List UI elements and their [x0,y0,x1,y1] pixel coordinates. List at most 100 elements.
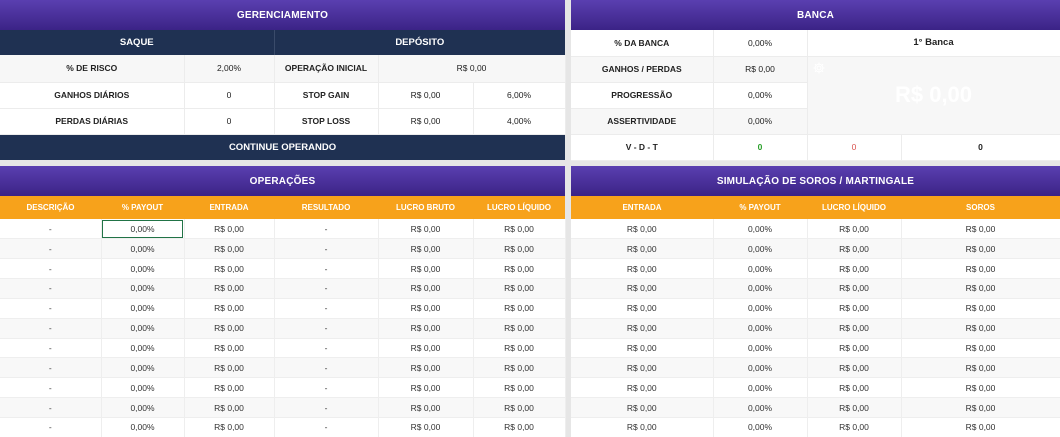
sim-lucro-liquido-cell[interactable]: R$ 0,00 [807,258,902,280]
sim-payout-cell[interactable]: 0,00% [713,338,808,359]
lucro-bruto-cell[interactable]: R$ 0,00 [378,357,474,379]
lucro-liquido-cell[interactable]: R$ 0,00 [473,417,566,437]
sim-payout-cell[interactable]: 0,00% [713,258,808,280]
descricao-cell[interactable]: - [0,338,102,359]
payout-cell[interactable]: 0,00% [101,377,185,399]
lucro-liquido-cell[interactable]: R$ 0,00 [473,338,566,359]
lucro-bruto-cell[interactable]: R$ 0,00 [378,238,474,260]
resultado-cell[interactable]: - [274,258,379,280]
sim-entrada-cell[interactable]: R$ 0,00 [571,417,714,437]
resultado-cell[interactable]: - [274,278,379,299]
entrada-cell[interactable]: R$ 0,00 [184,397,275,418]
descricao-cell[interactable]: - [0,318,102,339]
lucro-bruto-cell[interactable]: R$ 0,00 [378,298,474,319]
stop-loss-pct[interactable]: 4,00% [473,108,566,135]
descricao-cell[interactable]: - [0,298,102,319]
op-inicial-value[interactable]: R$ 0,00 [378,55,566,83]
descricao-cell[interactable]: - [0,397,102,418]
perdas-diarias-value[interactable]: 0 [184,108,275,135]
sim-lucro-liquido-cell[interactable]: R$ 0,00 [807,357,902,379]
entrada-cell[interactable]: R$ 0,00 [184,338,275,359]
sim-payout-cell[interactable]: 0,00% [713,278,808,299]
lucro-bruto-cell[interactable]: R$ 0,00 [378,397,474,418]
resultado-cell[interactable]: - [274,357,379,379]
payout-cell[interactable]: 0,00% [101,238,185,260]
sim-lucro-liquido-cell[interactable]: R$ 0,00 [807,377,902,399]
sim-entrada-cell[interactable]: R$ 0,00 [571,238,714,260]
entrada-cell[interactable]: R$ 0,00 [184,357,275,379]
resultado-cell[interactable]: - [274,298,379,319]
lucro-bruto-cell[interactable]: R$ 0,00 [378,219,474,240]
payout-cell[interactable]: 0,00% [101,338,185,359]
lucro-liquido-cell[interactable]: R$ 0,00 [473,219,566,240]
sim-lucro-liquido-cell[interactable]: R$ 0,00 [807,318,902,339]
sim-soros-cell[interactable]: R$ 0,00 [901,258,1060,280]
sim-soros-cell[interactable]: R$ 0,00 [901,298,1060,319]
sim-payout-cell[interactable]: 0,00% [713,238,808,260]
entrada-cell[interactable]: R$ 0,00 [184,298,275,319]
sim-payout-cell[interactable]: 0,00% [713,377,808,399]
resultado-cell[interactable]: - [274,338,379,359]
sim-entrada-cell[interactable]: R$ 0,00 [571,397,714,418]
sim-lucro-liquido-cell[interactable]: R$ 0,00 [807,338,902,359]
sim-lucro-liquido-cell[interactable]: R$ 0,00 [807,219,902,240]
payout-cell[interactable]: 0,00% [101,357,185,379]
sim-lucro-liquido-cell[interactable]: R$ 0,00 [807,238,902,260]
descricao-cell[interactable]: - [0,278,102,299]
entrada-cell[interactable]: R$ 0,00 [184,318,275,339]
stop-gain-pct[interactable]: 6,00% [473,82,566,109]
payout-cell[interactable]: 0,00% [101,397,185,418]
payout-cell[interactable]: 0,00% [101,258,185,280]
sim-entrada-cell[interactable]: R$ 0,00 [571,219,714,240]
resultado-cell[interactable]: - [274,397,379,418]
sim-soros-cell[interactable]: R$ 0,00 [901,417,1060,437]
sim-entrada-cell[interactable]: R$ 0,00 [571,298,714,319]
payout-cell[interactable]: 0,00% [101,298,185,319]
lucro-bruto-cell[interactable]: R$ 0,00 [378,417,474,437]
sim-lucro-liquido-cell[interactable]: R$ 0,00 [807,278,902,299]
sim-soros-cell[interactable]: R$ 0,00 [901,397,1060,418]
gear-icon[interactable] [812,61,826,75]
payout-cell[interactable]: 0,00% [101,417,185,437]
lucro-liquido-cell[interactable]: R$ 0,00 [473,258,566,280]
sim-lucro-liquido-cell[interactable]: R$ 0,00 [807,417,902,437]
resultado-cell[interactable]: - [274,417,379,437]
descricao-cell[interactable]: - [0,377,102,399]
sim-entrada-cell[interactable]: R$ 0,00 [571,338,714,359]
sim-soros-cell[interactable]: R$ 0,00 [901,338,1060,359]
sim-payout-cell[interactable]: 0,00% [713,318,808,339]
sim-soros-cell[interactable]: R$ 0,00 [901,377,1060,399]
lucro-bruto-cell[interactable]: R$ 0,00 [378,258,474,280]
sim-payout-cell[interactable]: 0,00% [713,397,808,418]
descricao-cell[interactable]: - [0,417,102,437]
sim-payout-cell[interactable]: 0,00% [713,219,808,240]
payout-cell[interactable]: 0,00% [101,219,185,240]
entrada-cell[interactable]: R$ 0,00 [184,417,275,437]
sim-payout-cell[interactable]: 0,00% [713,417,808,437]
sim-soros-cell[interactable]: R$ 0,00 [901,278,1060,299]
lucro-liquido-cell[interactable]: R$ 0,00 [473,278,566,299]
sim-soros-cell[interactable]: R$ 0,00 [901,318,1060,339]
lucro-bruto-cell[interactable]: R$ 0,00 [378,278,474,299]
descricao-cell[interactable]: - [0,357,102,379]
sim-payout-cell[interactable]: 0,00% [713,357,808,379]
resultado-cell[interactable]: - [274,219,379,240]
sim-soros-cell[interactable]: R$ 0,00 [901,219,1060,240]
lucro-liquido-cell[interactable]: R$ 0,00 [473,357,566,379]
sim-payout-cell[interactable]: 0,00% [713,298,808,319]
entrada-cell[interactable]: R$ 0,00 [184,278,275,299]
resultado-cell[interactable]: - [274,377,379,399]
lucro-liquido-cell[interactable]: R$ 0,00 [473,298,566,319]
ganhos-diarios-value[interactable]: 0 [184,82,275,109]
lucro-liquido-cell[interactable]: R$ 0,00 [473,238,566,260]
sim-entrada-cell[interactable]: R$ 0,00 [571,377,714,399]
lucro-bruto-cell[interactable]: R$ 0,00 [378,338,474,359]
lucro-liquido-cell[interactable]: R$ 0,00 [473,377,566,399]
sim-soros-cell[interactable]: R$ 0,00 [901,238,1060,260]
sim-entrada-cell[interactable]: R$ 0,00 [571,258,714,280]
sim-lucro-liquido-cell[interactable]: R$ 0,00 [807,397,902,418]
resultado-cell[interactable]: - [274,238,379,260]
descricao-cell[interactable]: - [0,258,102,280]
sim-entrada-cell[interactable]: R$ 0,00 [571,278,714,299]
descricao-cell[interactable]: - [0,219,102,240]
